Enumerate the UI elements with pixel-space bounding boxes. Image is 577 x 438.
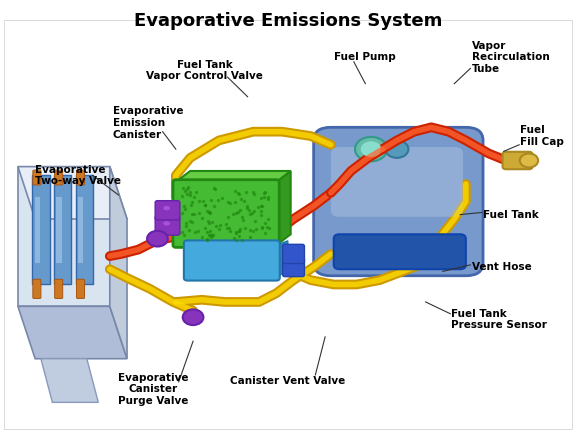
Polygon shape	[18, 306, 127, 359]
Ellipse shape	[163, 206, 170, 210]
FancyBboxPatch shape	[33, 170, 41, 185]
Text: Fuel Tank
Pressure Sensor: Fuel Tank Pressure Sensor	[451, 309, 548, 330]
Polygon shape	[110, 166, 127, 359]
Polygon shape	[41, 359, 98, 403]
Polygon shape	[54, 175, 72, 285]
FancyBboxPatch shape	[173, 180, 279, 247]
FancyBboxPatch shape	[283, 244, 305, 264]
FancyBboxPatch shape	[184, 240, 280, 281]
Text: Fuel
Fill Cap: Fuel Fill Cap	[520, 125, 564, 147]
Ellipse shape	[163, 221, 170, 226]
Polygon shape	[276, 241, 288, 278]
FancyBboxPatch shape	[155, 216, 180, 235]
FancyBboxPatch shape	[155, 201, 180, 220]
Polygon shape	[276, 171, 291, 245]
Text: Evaporative
Emission
Canister: Evaporative Emission Canister	[113, 106, 183, 140]
Text: Evaporative
Canister
Purge Valve: Evaporative Canister Purge Valve	[118, 373, 188, 406]
Circle shape	[355, 137, 387, 161]
FancyBboxPatch shape	[314, 127, 483, 276]
Polygon shape	[176, 171, 291, 182]
Text: Fuel Pump: Fuel Pump	[334, 53, 395, 63]
Polygon shape	[76, 175, 93, 285]
Polygon shape	[35, 197, 40, 263]
Text: Canister Vent Valve: Canister Vent Valve	[230, 375, 346, 385]
FancyBboxPatch shape	[503, 152, 533, 169]
Circle shape	[520, 153, 538, 167]
Circle shape	[183, 309, 204, 325]
Polygon shape	[18, 166, 127, 219]
Polygon shape	[57, 197, 62, 263]
Polygon shape	[78, 197, 84, 263]
FancyBboxPatch shape	[33, 279, 41, 298]
FancyBboxPatch shape	[77, 170, 84, 185]
FancyBboxPatch shape	[55, 170, 63, 185]
FancyBboxPatch shape	[55, 279, 63, 298]
FancyBboxPatch shape	[334, 234, 466, 269]
Text: Evaporative
Two-way Valve: Evaporative Two-way Valve	[35, 165, 121, 186]
Polygon shape	[18, 166, 110, 306]
Circle shape	[385, 141, 409, 158]
Text: Vent Hose: Vent Hose	[471, 262, 531, 272]
Polygon shape	[32, 175, 50, 285]
Circle shape	[361, 141, 381, 157]
FancyBboxPatch shape	[331, 147, 463, 217]
Circle shape	[147, 231, 168, 247]
FancyBboxPatch shape	[283, 258, 305, 277]
Text: Vapor
Recirculation
Tube: Vapor Recirculation Tube	[471, 41, 549, 74]
FancyBboxPatch shape	[77, 279, 84, 298]
Text: Evaporative Emissions System: Evaporative Emissions System	[134, 12, 442, 30]
Text: Fuel Tank
Vapor Control Valve: Fuel Tank Vapor Control Valve	[146, 60, 263, 81]
Text: Fuel Tank: Fuel Tank	[483, 210, 539, 219]
